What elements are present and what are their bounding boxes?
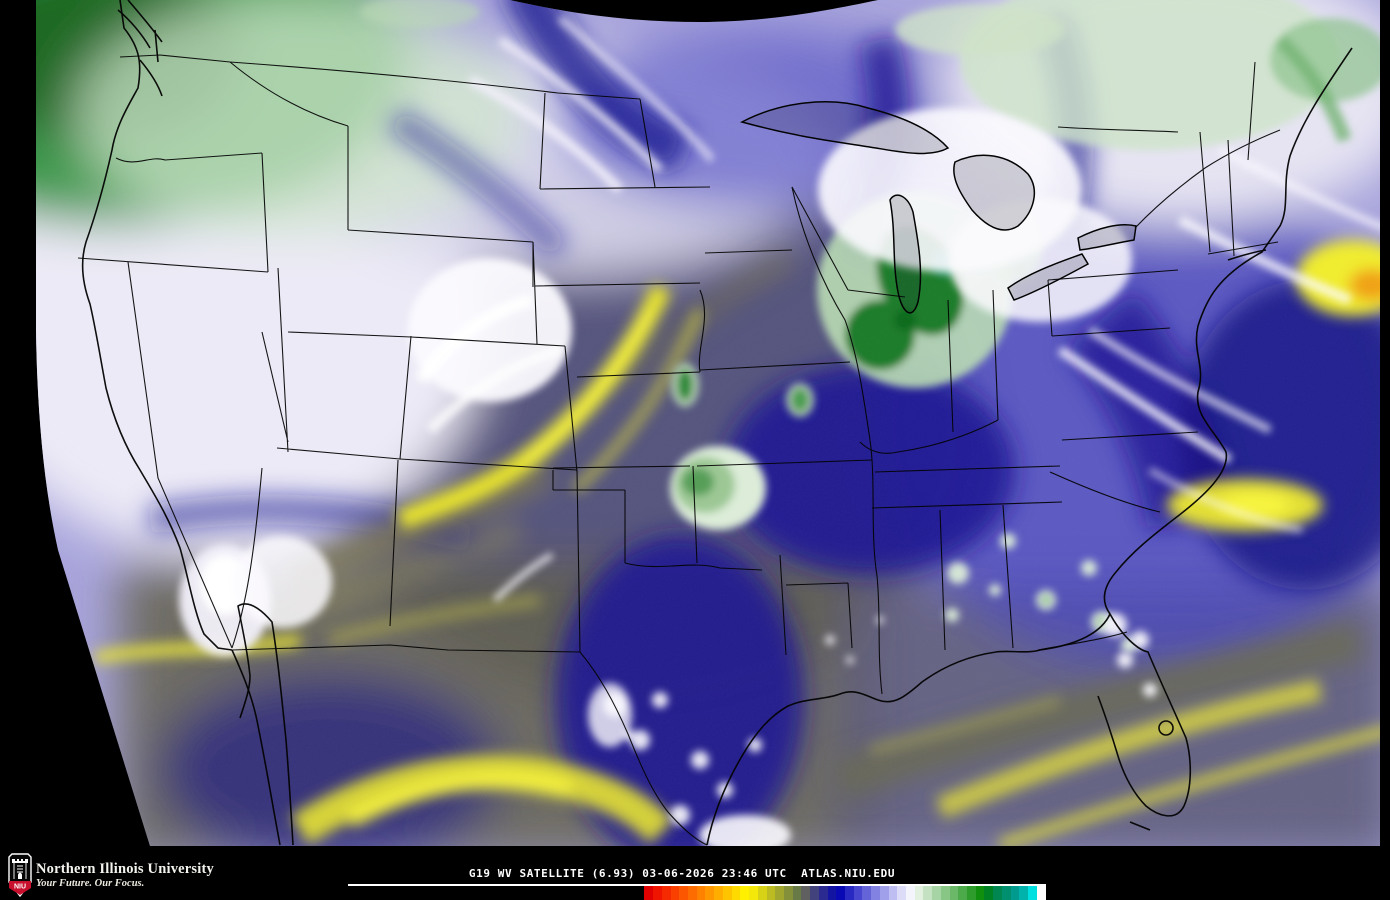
colorbar-segment bbox=[818, 886, 828, 900]
colorbar-segment bbox=[627, 886, 636, 900]
colorbar-segment bbox=[749, 886, 758, 900]
colorbar-segment bbox=[382, 886, 392, 900]
colorbar-segment bbox=[670, 886, 680, 900]
colorbar-segment bbox=[801, 886, 811, 900]
coastlines bbox=[81, 0, 1353, 846]
colorbar-segment bbox=[949, 886, 959, 900]
colorbar-segment bbox=[461, 886, 471, 900]
colorbar-segment bbox=[470, 886, 479, 900]
colorbar-segment bbox=[557, 886, 566, 900]
colorbar-segment bbox=[1036, 886, 1046, 900]
niu-castle-icon bbox=[12, 859, 28, 863]
colorbar-segment bbox=[618, 886, 627, 900]
colorbar-segment bbox=[583, 886, 593, 900]
colorbar-segment bbox=[539, 886, 549, 900]
colorbar-segment bbox=[574, 886, 584, 900]
colorbar-segment bbox=[374, 886, 383, 900]
colorbar-segment bbox=[932, 886, 941, 900]
colorbar-segment bbox=[714, 886, 723, 900]
niu-logo-text: NIU bbox=[14, 884, 26, 891]
colorbar-segment bbox=[635, 886, 645, 900]
colorbar-segment bbox=[661, 886, 671, 900]
colorbar-segment bbox=[879, 886, 889, 900]
niu-castle-walls bbox=[13, 863, 27, 879]
colorbar-segment bbox=[923, 886, 933, 900]
colorbar-segment bbox=[1019, 886, 1029, 900]
colorbar-segment bbox=[1028, 886, 1037, 900]
colorbar-segment bbox=[862, 886, 872, 900]
colorbar-segment bbox=[417, 886, 427, 900]
satellite-image bbox=[36, 0, 1380, 846]
colorbar-segment bbox=[696, 886, 706, 900]
colorbar-segment bbox=[513, 886, 523, 900]
colorbar-segment bbox=[731, 886, 741, 900]
colorbar-segment bbox=[435, 886, 444, 900]
colorbar-segment bbox=[853, 886, 863, 900]
colorbar-segment bbox=[409, 886, 418, 900]
colorbar-segment bbox=[531, 886, 540, 900]
colorbar-segment bbox=[975, 886, 985, 900]
colorbar-segment bbox=[548, 886, 558, 900]
colorbar-segment bbox=[766, 886, 776, 900]
colorbar-segment bbox=[844, 886, 854, 900]
colorbar-segment bbox=[443, 886, 453, 900]
colorbar-segment bbox=[452, 886, 462, 900]
colorbar-segment bbox=[400, 886, 410, 900]
colorbar-segment bbox=[679, 886, 689, 900]
colorbar-segment bbox=[888, 886, 898, 900]
colorbar-segment bbox=[426, 886, 436, 900]
colorbar-segment bbox=[757, 886, 767, 900]
colorbar-segment bbox=[958, 886, 968, 900]
colorbar-segment bbox=[644, 886, 654, 900]
colorbar-segment bbox=[653, 886, 662, 900]
colorbar-segment bbox=[722, 886, 732, 900]
colorbar-segment bbox=[810, 886, 819, 900]
cloud-layer bbox=[179, 14, 1380, 846]
colorbar-segment bbox=[836, 886, 845, 900]
colorbar-segment bbox=[565, 886, 575, 900]
image-caption: G19 WV SATELLITE (6.93) 03-06-2026 23:46… bbox=[468, 867, 896, 880]
colorbar-segment bbox=[487, 886, 497, 900]
state-boundaries bbox=[77, 54, 1281, 846]
colorbar bbox=[348, 884, 1046, 900]
colorbar-segment bbox=[871, 886, 880, 900]
colorbar-segment bbox=[504, 886, 514, 900]
colorbar-segment bbox=[984, 886, 994, 900]
colorbar-segment bbox=[914, 886, 924, 900]
colorbar-segment bbox=[792, 886, 802, 900]
colorbar-segment bbox=[906, 886, 915, 900]
colorbar-segment bbox=[348, 886, 357, 900]
colorbar-segment bbox=[609, 886, 619, 900]
colorbar-segment bbox=[688, 886, 697, 900]
colorbar-segment bbox=[993, 886, 1002, 900]
niu-red-band bbox=[9, 881, 31, 895]
great-lakes bbox=[739, 101, 1137, 314]
colorbar-segment bbox=[356, 886, 366, 900]
colorbar-segment bbox=[897, 886, 906, 900]
university-tagline: Your Future. Our Focus. bbox=[36, 878, 145, 889]
colorbar-segment bbox=[940, 886, 950, 900]
colorbar-segment bbox=[1010, 886, 1020, 900]
colorbar-segment bbox=[496, 886, 505, 900]
niu-logo: NIU bbox=[8, 853, 32, 898]
colorbar-segment bbox=[600, 886, 610, 900]
colorbar-segment bbox=[827, 886, 837, 900]
colorbar-segment bbox=[967, 886, 976, 900]
university-name: Northern Illinois University bbox=[36, 861, 214, 877]
colorbar-segment bbox=[522, 886, 532, 900]
colorbar-segment bbox=[740, 886, 750, 900]
colorbar-segment bbox=[705, 886, 715, 900]
colorbar-segment bbox=[365, 886, 375, 900]
colorbar-segment bbox=[783, 886, 793, 900]
niu-castle-door bbox=[18, 872, 22, 879]
colorbar-segment bbox=[478, 886, 488, 900]
colorbar-segment bbox=[775, 886, 784, 900]
colorbar-segment bbox=[592, 886, 601, 900]
colorbar-segment bbox=[1001, 886, 1011, 900]
colorbar-segment bbox=[391, 886, 401, 900]
